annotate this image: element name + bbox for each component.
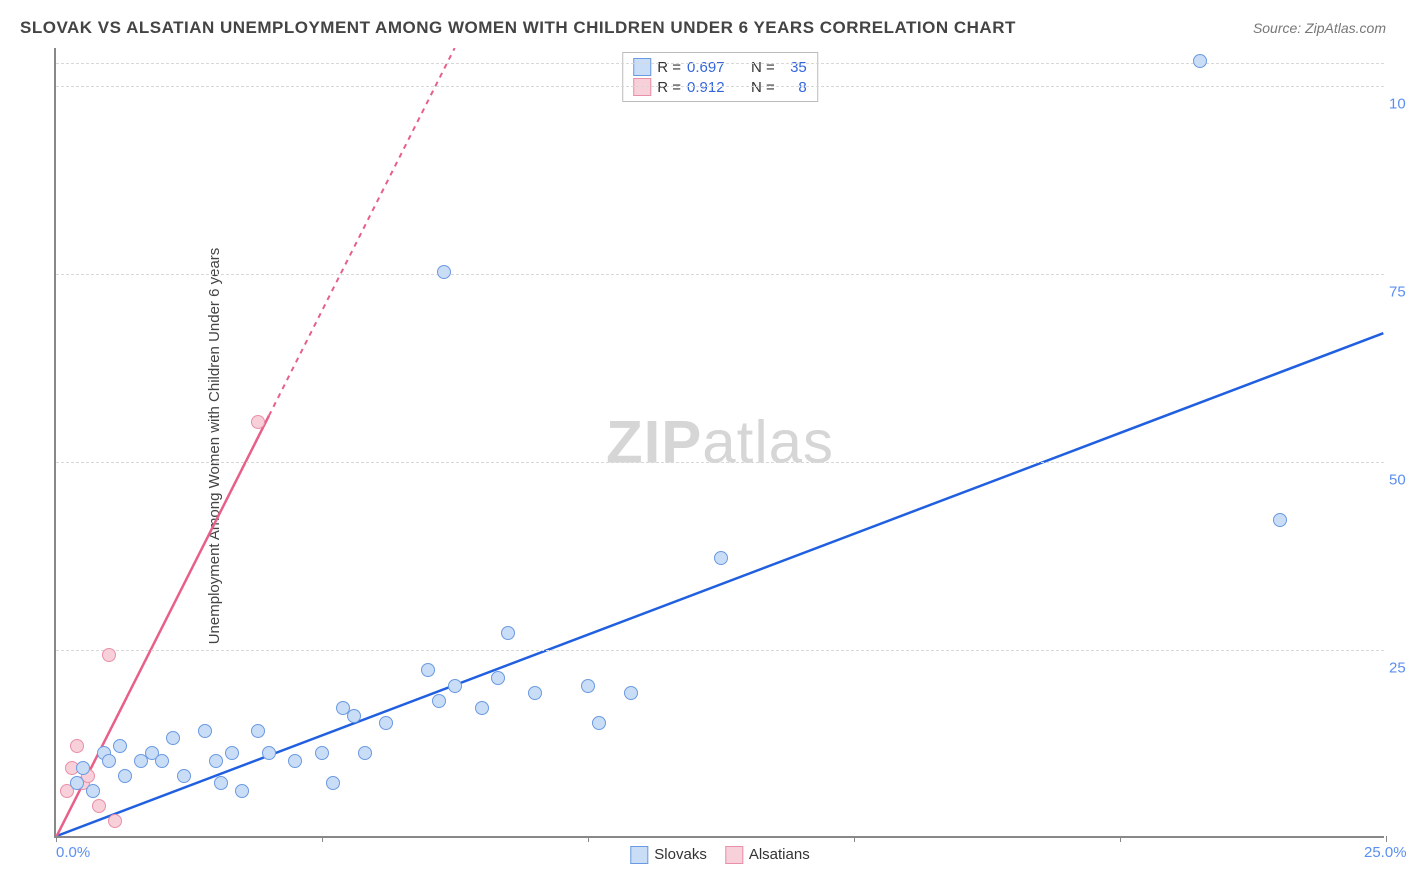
y-tick-label: 25.0%: [1389, 659, 1406, 676]
legend-swatch: [633, 78, 651, 96]
data-point: [235, 784, 249, 798]
data-point: [437, 265, 451, 279]
legend-swatch: [630, 846, 648, 864]
data-point: [347, 709, 361, 723]
gridline: [56, 650, 1384, 651]
n-label: N =: [751, 59, 775, 76]
data-point: [432, 694, 446, 708]
data-point: [251, 415, 265, 429]
data-point: [166, 731, 180, 745]
legend-swatch: [633, 58, 651, 76]
legend-row: R = 0.697 N = 35: [633, 57, 807, 77]
x-tick-mark: [56, 836, 57, 842]
plot-area: ZIPatlas R =0.697N =35R =0.912N =8 Slova…: [54, 48, 1384, 838]
data-point: [358, 746, 372, 760]
data-point: [108, 814, 122, 828]
data-point: [251, 724, 265, 738]
data-point: [92, 799, 106, 813]
data-point: [86, 784, 100, 798]
data-point: [501, 626, 515, 640]
gridline: [56, 86, 1384, 87]
data-point: [421, 663, 435, 677]
watermark: ZIPatlas: [606, 408, 834, 477]
y-tick-label: 75.0%: [1389, 283, 1406, 300]
legend-item: Slovaks: [630, 846, 707, 864]
r-label: R =: [657, 59, 681, 76]
legend-label: Alsatians: [749, 846, 810, 863]
legend-item: Alsatians: [725, 846, 810, 864]
gridline: [56, 462, 1384, 463]
r-value: 0.697: [687, 59, 739, 76]
data-point: [714, 551, 728, 565]
data-point: [315, 746, 329, 760]
data-point: [624, 686, 638, 700]
y-tick-label: 50.0%: [1389, 471, 1406, 488]
data-point: [1193, 54, 1207, 68]
data-point: [326, 776, 340, 790]
data-point: [102, 754, 116, 768]
data-point: [118, 769, 132, 783]
source-label: Source: ZipAtlas.com: [1253, 20, 1386, 36]
x-tick-label: 0.0%: [56, 844, 90, 861]
data-point: [177, 769, 191, 783]
series-legend: Slovaks Alsatians: [630, 846, 809, 864]
correlation-legend: R = 0.697 N = 35 R = 0.912 N = 8: [622, 52, 818, 102]
data-point: [491, 671, 505, 685]
data-point: [70, 776, 84, 790]
legend-swatch: [725, 846, 743, 864]
data-point: [448, 679, 462, 693]
data-point: [76, 761, 90, 775]
trend-lines: [56, 48, 1384, 836]
legend-label: Slovaks: [654, 846, 707, 863]
data-point: [225, 746, 239, 760]
data-point: [214, 776, 228, 790]
data-point: [1273, 513, 1287, 527]
watermark-light: atlas: [702, 409, 834, 476]
r-label: R =: [657, 79, 681, 96]
data-point: [102, 648, 116, 662]
gridline: [56, 63, 1384, 64]
data-point: [379, 716, 393, 730]
x-tick-mark: [1120, 836, 1121, 842]
data-point: [592, 716, 606, 730]
data-point: [581, 679, 595, 693]
data-point: [209, 754, 223, 768]
x-tick-mark: [322, 836, 323, 842]
data-point: [475, 701, 489, 715]
watermark-bold: ZIP: [606, 409, 702, 476]
data-point: [70, 739, 84, 753]
r-value: 0.912: [687, 79, 739, 96]
n-label: N =: [751, 79, 775, 96]
data-point: [528, 686, 542, 700]
y-tick-label: 100.0%: [1389, 95, 1406, 112]
x-tick-label: 25.0%: [1364, 844, 1406, 861]
data-point: [288, 754, 302, 768]
gridline: [56, 274, 1384, 275]
chart-title: SLOVAK VS ALSATIAN UNEMPLOYMENT AMONG WO…: [20, 18, 1016, 38]
x-tick-mark: [588, 836, 589, 842]
data-point: [113, 739, 127, 753]
n-value: 8: [781, 79, 807, 96]
n-value: 35: [781, 59, 807, 76]
data-point: [155, 754, 169, 768]
legend-row: R = 0.912 N = 8: [633, 77, 807, 97]
data-point: [262, 746, 276, 760]
data-point: [198, 724, 212, 738]
x-tick-mark: [1386, 836, 1387, 842]
x-tick-mark: [854, 836, 855, 842]
